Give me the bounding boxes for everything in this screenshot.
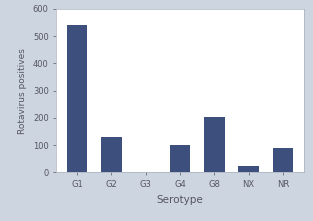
Y-axis label: Rotavirus positives: Rotavirus positives — [18, 48, 27, 133]
Bar — [101, 137, 121, 172]
Bar — [204, 116, 225, 172]
X-axis label: Serotype: Serotype — [156, 194, 203, 205]
Bar — [170, 145, 190, 172]
Bar — [67, 25, 87, 172]
Bar — [239, 166, 259, 172]
Bar — [273, 148, 293, 172]
